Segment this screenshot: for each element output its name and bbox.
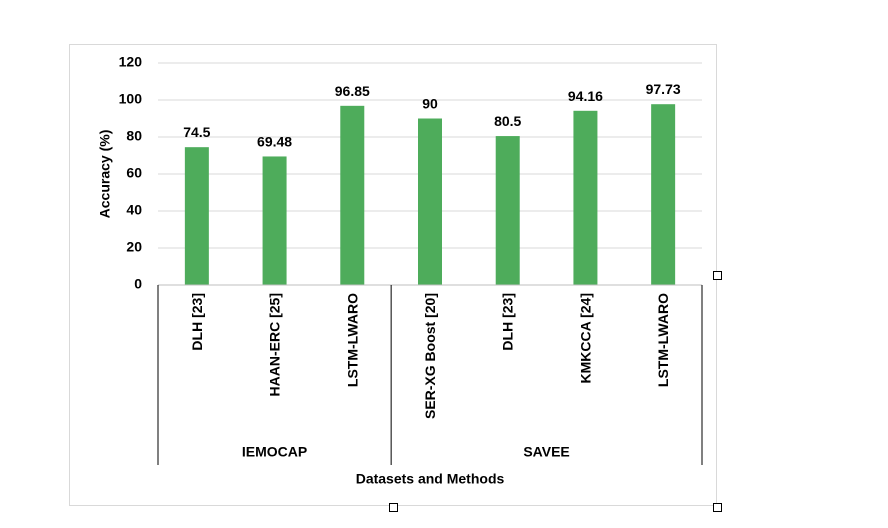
data-label: 94.16 [568, 88, 603, 104]
x-tick-label: DLH [23] [500, 293, 516, 351]
y-tick-label: 0 [134, 276, 142, 292]
y-tick-label: 100 [119, 91, 143, 107]
bar [418, 118, 442, 285]
data-label: 97.73 [646, 81, 681, 97]
y-tick-label: 20 [126, 239, 142, 255]
x-tick-label: DLH [23] [189, 293, 205, 351]
group-label: SAVEE [523, 444, 569, 460]
bars [184, 104, 676, 286]
bar [340, 105, 365, 285]
y-tick-label: 60 [126, 165, 142, 181]
bar [184, 147, 209, 285]
y-axis-title: Accuracy (%) [97, 130, 113, 219]
bar [651, 104, 676, 286]
data-label: 90 [422, 96, 438, 112]
axes: 0 20 40 60 80 100 120 DLH [23] HAAN-ERC [25] LSTM… [119, 54, 703, 465]
x-tick-label: LSTM-LWARO [655, 293, 671, 387]
x-tick-label: HAAN-ERC [25] [267, 293, 283, 396]
group-label: IEMOCAP [242, 444, 307, 460]
bar [495, 136, 520, 285]
resize-handle-corner[interactable] [713, 503, 722, 512]
bar [573, 110, 598, 285]
resize-handle-bottom[interactable] [389, 503, 398, 512]
gridlines [158, 62, 702, 249]
resize-handle-right[interactable] [713, 271, 722, 280]
y-tick-label: 120 [119, 54, 143, 70]
x-tick-label: KMKCCA [24] [577, 293, 593, 383]
bar [262, 156, 287, 285]
x-axis-title: Datasets and Methods [356, 471, 505, 487]
data-label: 74.5 [183, 124, 210, 140]
data-label: 80.5 [494, 113, 521, 129]
x-tick-label: LSTM-LWARO [344, 293, 360, 387]
y-tick-label: 40 [126, 202, 142, 218]
data-labels: 74.5 69.48 96.85 90 80.5 94.16 97.73 [183, 81, 681, 149]
data-label: 96.85 [335, 83, 370, 99]
x-tick-label: SER-XG Boost [20] [422, 293, 438, 419]
y-tick-label: 80 [126, 128, 142, 144]
data-label: 69.48 [257, 133, 292, 149]
